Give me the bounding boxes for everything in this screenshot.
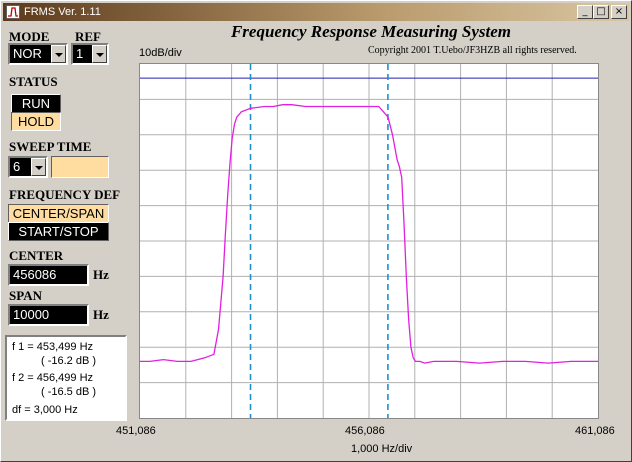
chevron-down-icon (35, 166, 43, 170)
marker-readout-panel: f 1 = 453,499 Hz ( -16.2 dB ) f 2 = 456,… (5, 335, 127, 421)
x-div-label: 1,000 Hz/div (351, 443, 413, 455)
app-icon (6, 5, 20, 19)
ref-dropdown-button[interactable] (92, 45, 107, 63)
window-title: FRMS Ver. 1.11 (24, 6, 101, 18)
span-unit: Hz (93, 307, 109, 322)
chevron-down-icon (55, 53, 63, 57)
minimize-icon: _ (582, 6, 588, 17)
hold-button[interactable]: HOLD (11, 112, 61, 131)
marker-df: df = 3,000 Hz (12, 404, 78, 416)
marker-f1-freq: f 1 = 453,499 Hz (12, 341, 94, 353)
maximize-icon: □ (596, 6, 606, 17)
maximize-button[interactable]: □ (593, 5, 609, 19)
sweep-time-select[interactable]: 6 (8, 156, 48, 178)
frequency-def-label: FREQUENCY DEF (9, 187, 121, 202)
x-tick-label: 451,086 (116, 425, 156, 437)
y-div-label: 10dB/div (139, 47, 182, 59)
minimize-button[interactable]: _ (577, 5, 593, 19)
center-frequency-input[interactable]: 456086 (8, 264, 89, 286)
chevron-down-icon (96, 53, 104, 57)
title-bar[interactable]: FRMS Ver. 1.11 _ □ × (3, 3, 629, 21)
x-tick-label: 461,086 (575, 425, 615, 437)
center-label: CENTER (9, 248, 64, 263)
center-span-button[interactable]: CENTER/SPAN (8, 204, 109, 223)
response-trace (140, 104, 598, 364)
mode-dropdown-button[interactable] (51, 45, 66, 63)
x-tick-label: 456,086 (345, 425, 385, 437)
response-plot (139, 63, 599, 419)
marker-f1-level: ( -16.2 dB ) (41, 355, 97, 367)
ref-select[interactable]: 1 (71, 43, 109, 65)
marker-f2-freq: f 2 = 456,499 Hz (12, 372, 94, 384)
close-icon: × (614, 6, 624, 17)
span-label: SPAN (9, 288, 42, 303)
sweep-progress-box (51, 156, 109, 178)
mode-value: NOR (13, 46, 42, 61)
marker-f2-level: ( -16.5 dB ) (41, 386, 97, 398)
run-button[interactable]: RUN (11, 94, 61, 113)
plot-canvas (140, 64, 598, 418)
span-input[interactable]: 10000 (8, 304, 89, 326)
plot-title: Frequency Response Measuring System (230, 22, 512, 41)
mode-select[interactable]: NOR (8, 43, 68, 65)
center-unit: Hz (93, 267, 109, 282)
copyright-text: Copyright 2001 T.Uebo/JF3HZB all rights … (368, 45, 577, 56)
ref-value: 1 (76, 46, 84, 61)
start-stop-button[interactable]: START/STOP (8, 222, 109, 241)
sweep-time-value: 6 (13, 159, 21, 174)
ref-label: REF (75, 29, 101, 44)
status-label: STATUS (9, 74, 58, 89)
sweep-time-label: SWEEP TIME (9, 139, 92, 154)
close-button[interactable]: × (611, 5, 627, 19)
mode-label: MODE (9, 29, 50, 44)
sweep-dropdown-button[interactable] (31, 158, 46, 176)
